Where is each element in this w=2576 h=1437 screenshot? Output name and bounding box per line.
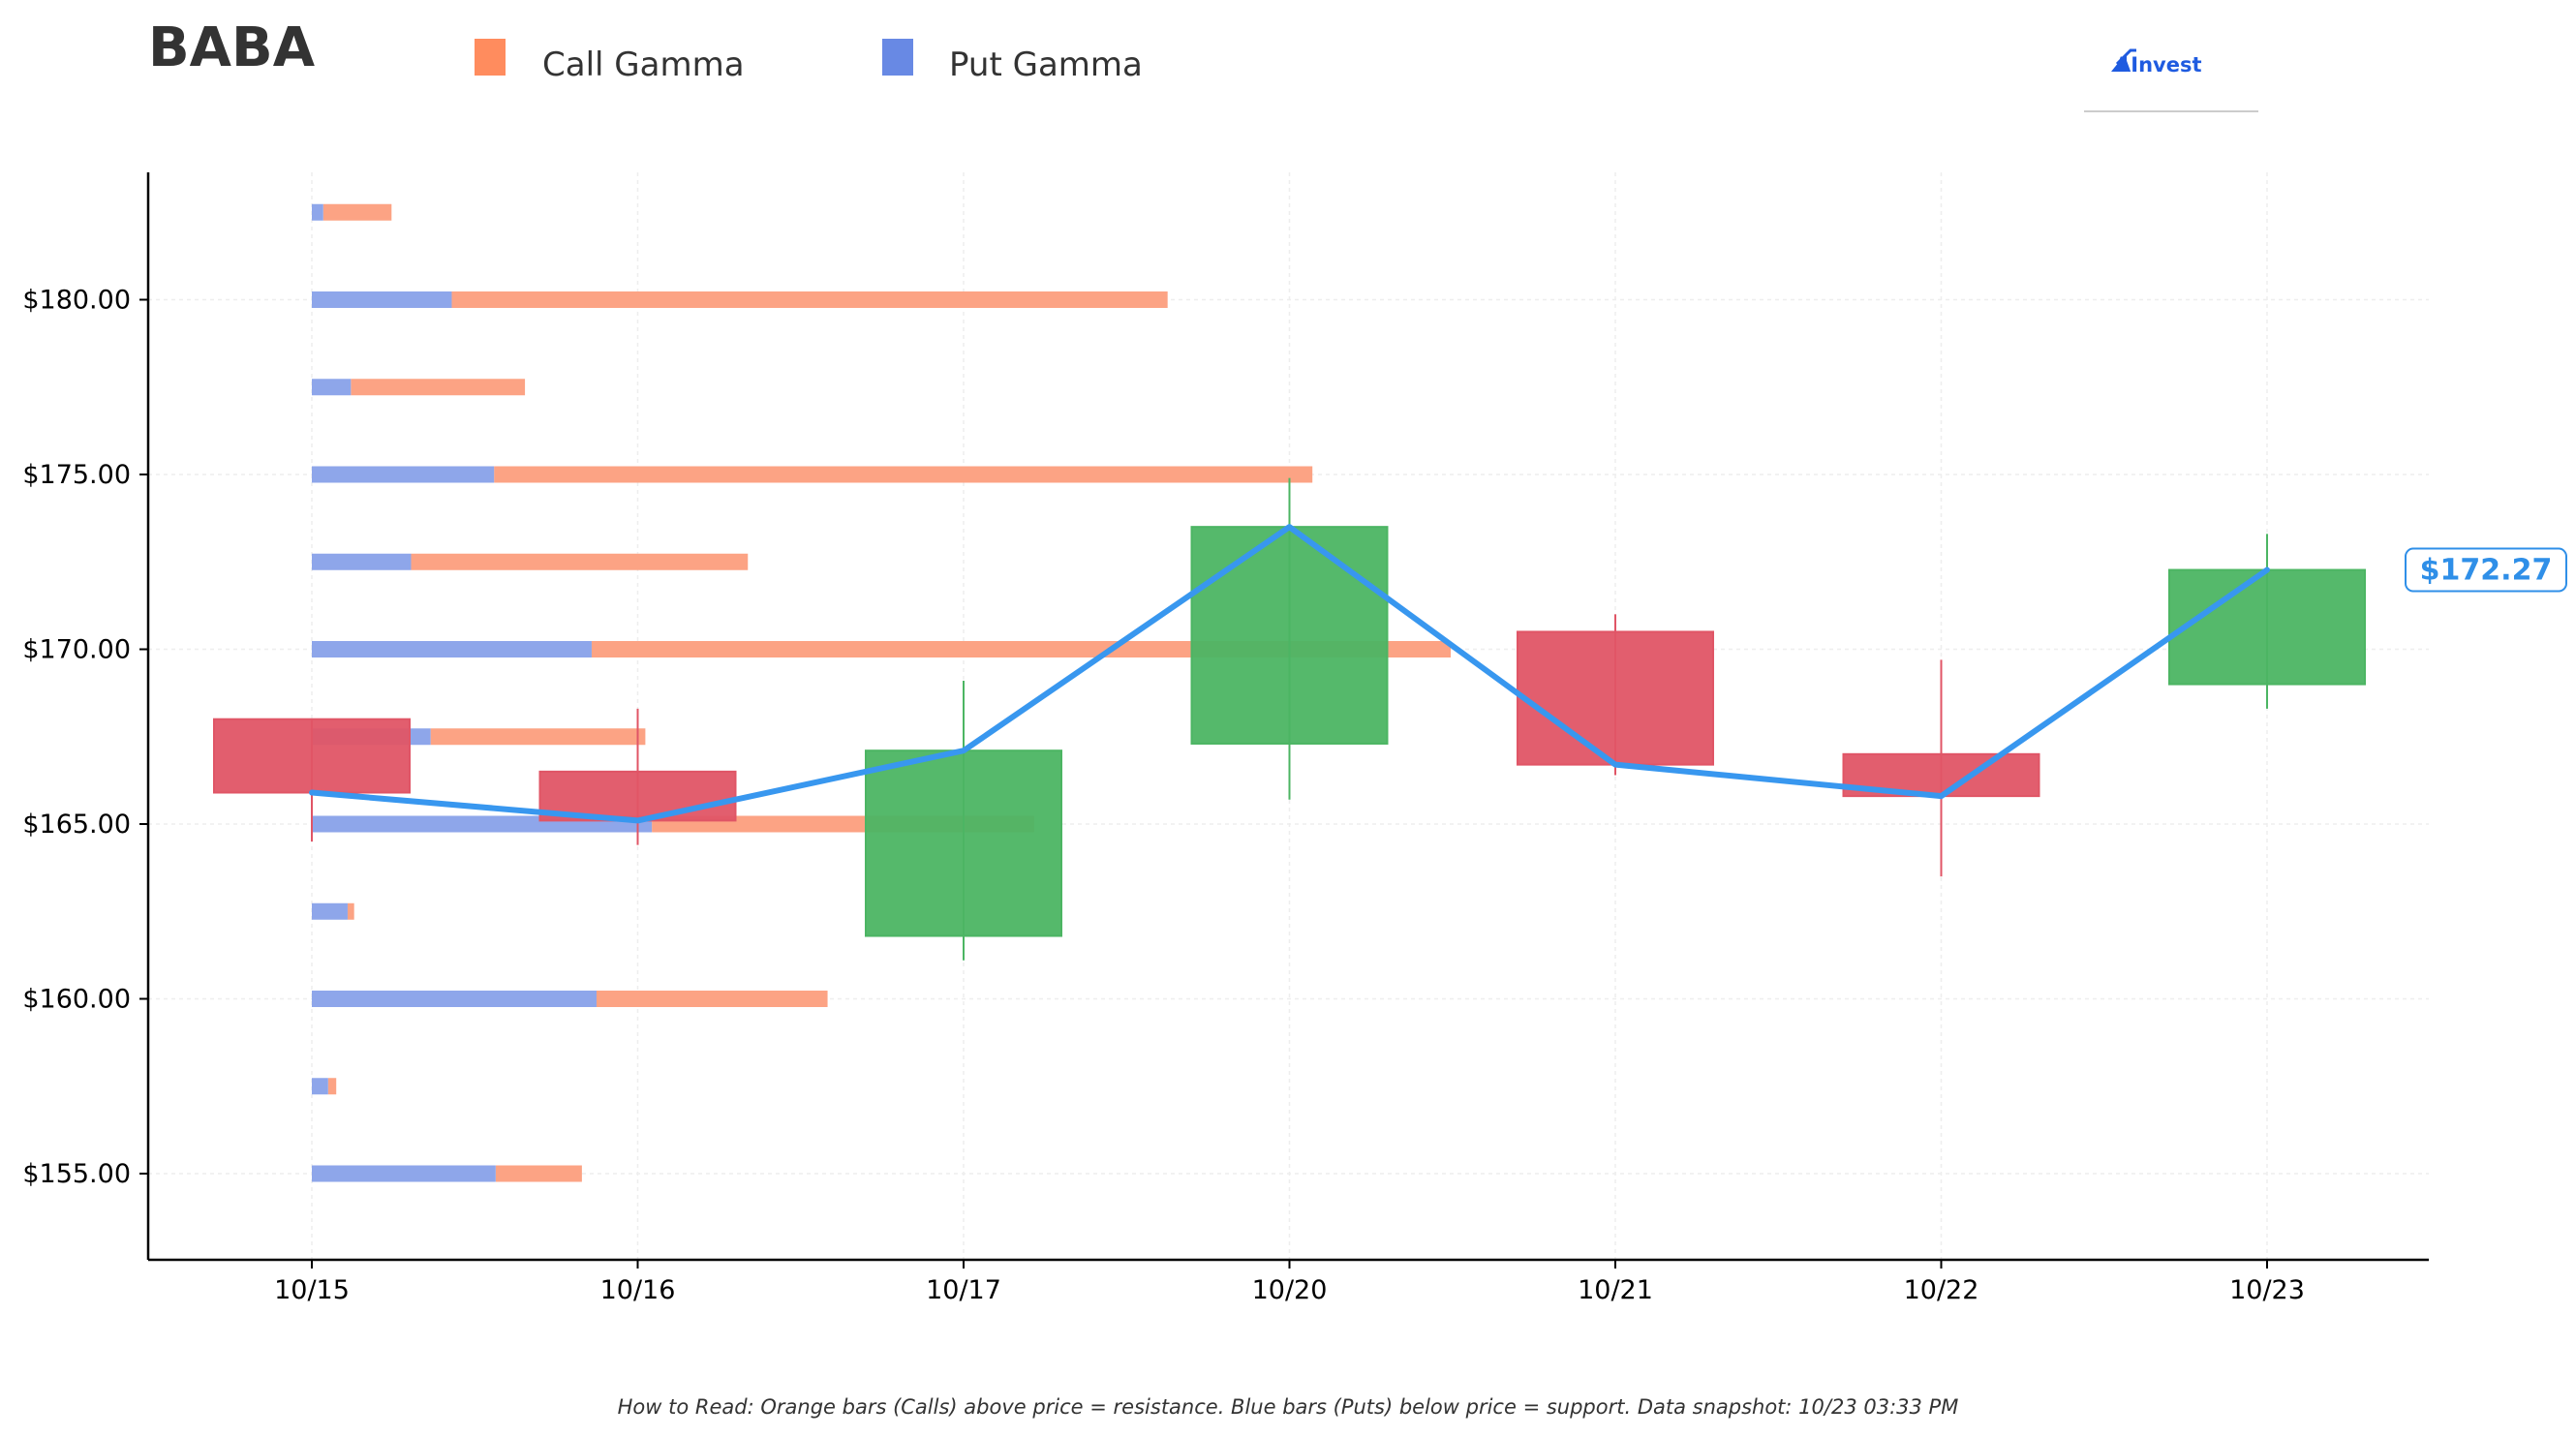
call-gamma-legend-swatch	[475, 39, 506, 76]
put-gamma-bar	[312, 641, 592, 657]
put-gamma-legend-swatch	[882, 39, 913, 76]
x-tick-label: 10/17	[926, 1275, 1001, 1305]
put-gamma-bar	[312, 291, 452, 308]
footnote: How to Read: Orange bars (Calls) above p…	[618, 1395, 1959, 1419]
x-tick-label: 10/23	[2229, 1275, 2305, 1305]
put-gamma-bar	[312, 991, 597, 1007]
call-gamma-bar	[597, 991, 828, 1007]
call-gamma-bar	[411, 553, 749, 570]
x-tick-label: 10/21	[1578, 1275, 1653, 1305]
call-gamma-bar	[347, 902, 354, 920]
legend: Call Gamma Put Gamma	[475, 39, 1143, 84]
y-axis-ticks: $155.00 $160.00 $165.00 $170.00 $175.00 $180.…	[22, 286, 148, 1189]
call-gamma-legend-label: Call Gamma	[542, 46, 745, 84]
gamma-bars	[312, 203, 1451, 1182]
call-gamma-bar	[495, 1165, 582, 1182]
logo-text: AInvest	[2115, 53, 2202, 76]
x-tick-label: 10/16	[600, 1275, 676, 1305]
put-gamma-bar	[312, 466, 495, 483]
call-gamma-bar	[327, 1078, 337, 1095]
x-tick-label: 10/22	[1904, 1275, 1979, 1305]
call-gamma-bar	[351, 379, 526, 396]
put-gamma-bar	[312, 1078, 328, 1095]
ticker-title: BABA	[148, 16, 316, 79]
price-line	[309, 524, 2270, 824]
call-gamma-bar	[430, 728, 646, 746]
call-gamma-bar	[494, 466, 1313, 483]
ainvest-logo: AInvest	[2084, 48, 2258, 112]
price-line-group	[309, 524, 2270, 824]
current-price-box	[2405, 547, 2567, 593]
y-tick-label: $160.00	[22, 985, 131, 1015]
y-tick-label: $165.00	[22, 810, 131, 840]
current-price-label: $172.27	[2405, 547, 2567, 593]
candle-body-up	[2168, 568, 2366, 686]
y-tick-label: $175.00	[22, 460, 131, 490]
x-axis-ticks: 10/15 10/16 10/17 10/20 10/21 10/22 10/23	[274, 1260, 2305, 1305]
call-gamma-bar	[451, 291, 1168, 308]
put-gamma-bar	[312, 379, 352, 396]
candle-body-down	[213, 718, 411, 794]
x-tick-label: 10/15	[274, 1275, 350, 1305]
candle-body-up	[1190, 526, 1389, 745]
current-price-text: $172.27	[2420, 554, 2553, 588]
y-tick-label: $155.00	[22, 1159, 131, 1189]
put-gamma-bar	[312, 203, 323, 221]
put-gamma-bar	[312, 902, 348, 920]
y-tick-label: $170.00	[22, 635, 131, 665]
call-gamma-bar	[322, 203, 392, 221]
candle-body-down	[1517, 630, 1714, 766]
put-gamma-bar	[312, 1165, 496, 1182]
x-tick-label: 10/20	[1252, 1275, 1328, 1305]
candlesticks	[213, 477, 2366, 961]
candle-body-up	[865, 749, 1062, 937]
put-gamma-bar	[312, 553, 412, 570]
put-gamma-legend-label: Put Gamma	[949, 46, 1143, 84]
y-tick-label: $180.00	[22, 286, 131, 316]
